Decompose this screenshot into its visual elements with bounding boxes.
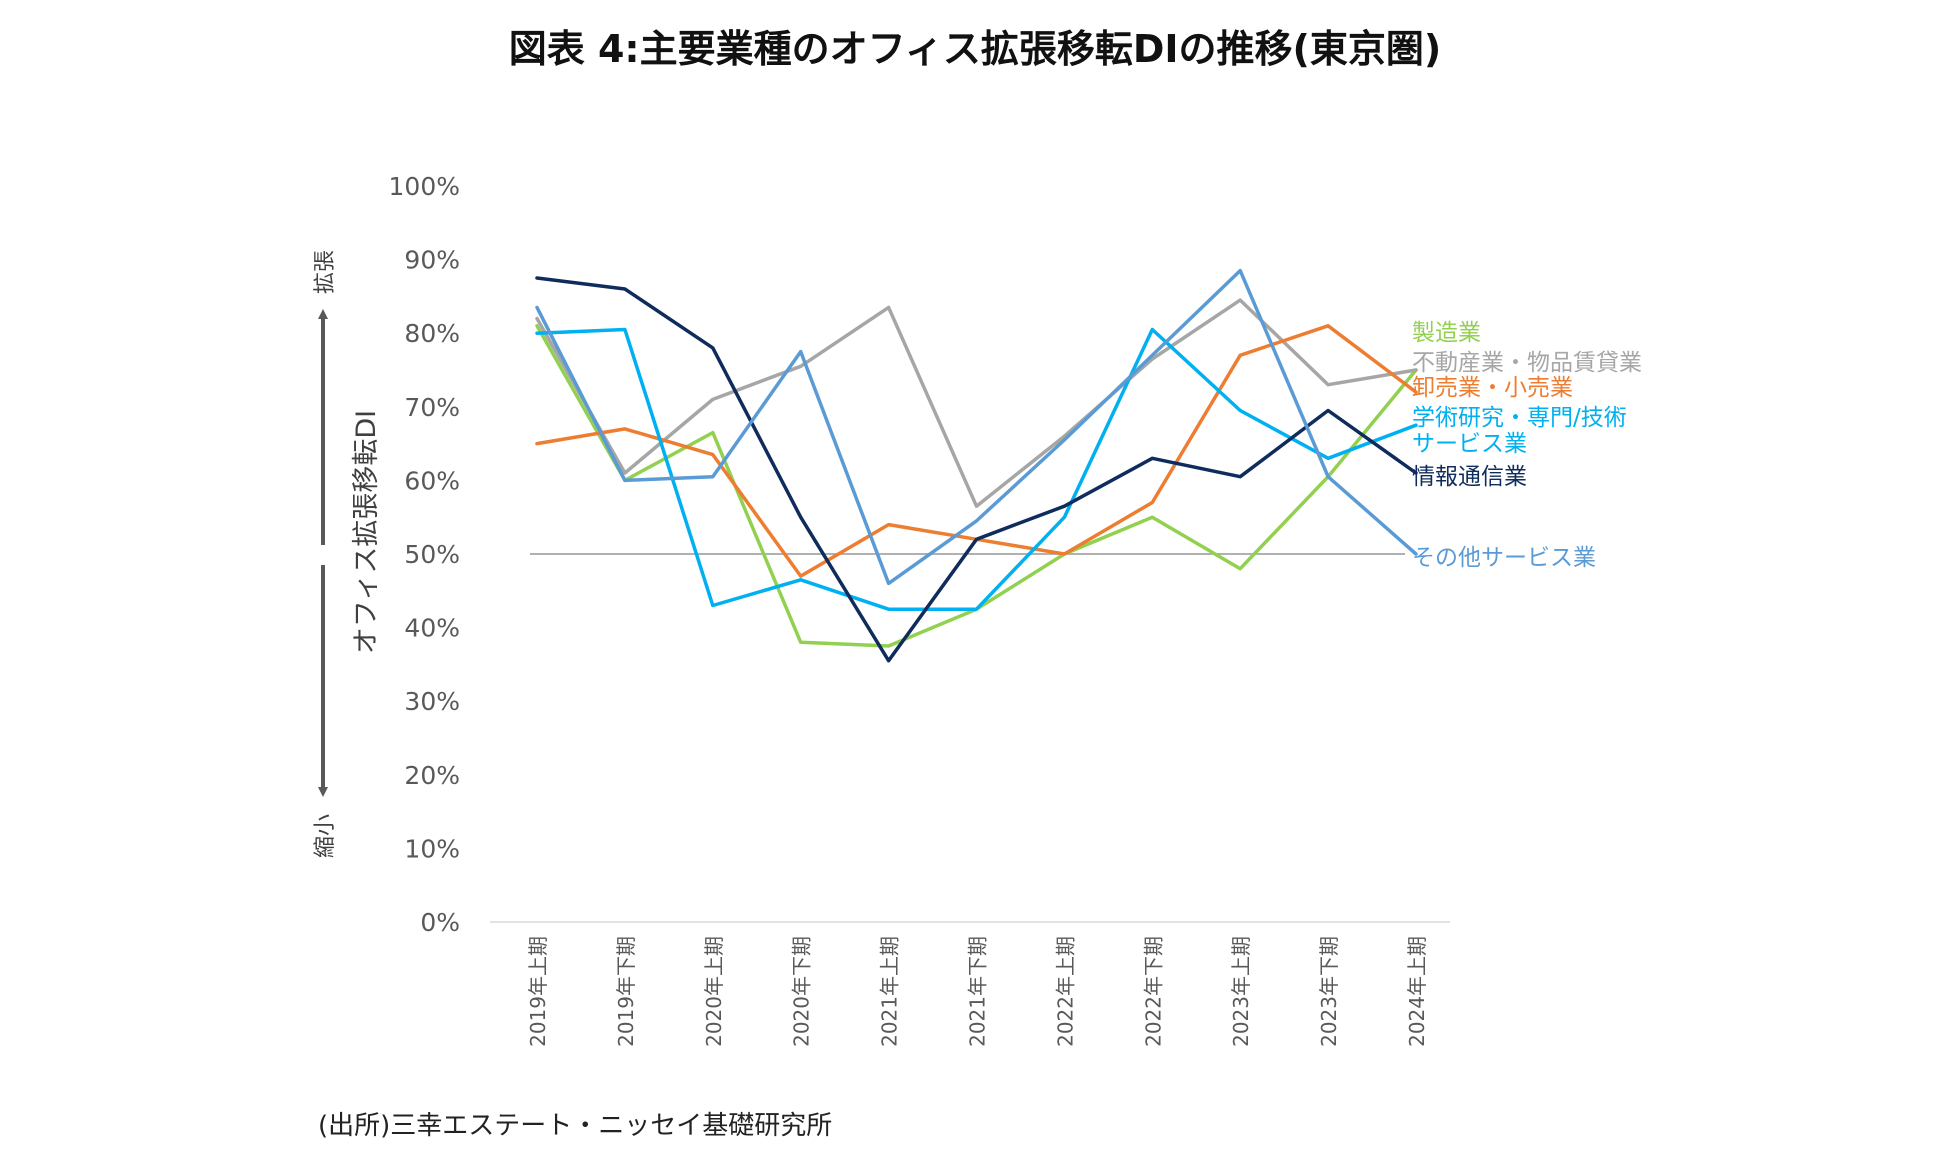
y-tick-label: 80%: [404, 319, 460, 348]
series-line-1: [535, 298, 1418, 508]
x-tick-label: 2022年下期: [1141, 936, 1165, 1047]
y-tick-label: 100%: [389, 172, 460, 201]
series-line-3: [535, 327, 1418, 611]
x-tick-label: 2023年下期: [1317, 936, 1341, 1047]
source-note: (出所)三幸エステート・ニッセイ基礎研究所: [318, 1111, 833, 1141]
y-top-label: 拡張: [313, 250, 338, 294]
y-tick-label: 70%: [404, 393, 460, 422]
y-tick-label: 40%: [404, 614, 460, 643]
y-tick-label: 90%: [404, 246, 460, 275]
x-tick-label: 2019年下期: [614, 936, 638, 1047]
y-tick-label: 10%: [404, 834, 460, 863]
y-tick-label: 30%: [404, 687, 460, 716]
legend-label-2: 卸売業・小売業: [1412, 375, 1573, 401]
x-tick-label: 2021年下期: [966, 936, 990, 1047]
y-tick-label: 60%: [404, 466, 460, 495]
y-bottom-label: 縮小: [313, 814, 338, 858]
legend-label-3: 学術研究・専門/技術サービス業: [1412, 405, 1627, 457]
series-line-4: [535, 276, 1418, 663]
legend-label-1: 不動産業・物品賃貸業: [1412, 350, 1642, 376]
legend-label-5: その他サービス業: [1412, 545, 1596, 571]
y-axis-label: オフィス拡張移転DI: [351, 410, 382, 654]
x-tick-label: 2020年上期: [702, 936, 726, 1047]
x-tick-label: 2019年上期: [526, 936, 550, 1047]
chart-title: 図表 4:主要業種のオフィス拡張移転DIの推移(東京圏): [508, 27, 1442, 71]
x-tick-label: 2022年上期: [1053, 936, 1077, 1047]
legend-label-0: 製造業: [1412, 320, 1481, 346]
x-tick-label: 2024年上期: [1405, 936, 1429, 1047]
series-line-5: [535, 268, 1418, 586]
y-tick-label: 20%: [404, 761, 460, 790]
x-tick-label: 2023年上期: [1229, 936, 1253, 1047]
y-tick-label: 0%: [420, 908, 460, 937]
legend-label-4: 情報通信業: [1412, 464, 1527, 490]
x-tick-label: 2021年上期: [878, 936, 902, 1047]
x-tick-label: 2020年下期: [790, 936, 814, 1047]
y-tick-label: 50%: [404, 540, 460, 569]
